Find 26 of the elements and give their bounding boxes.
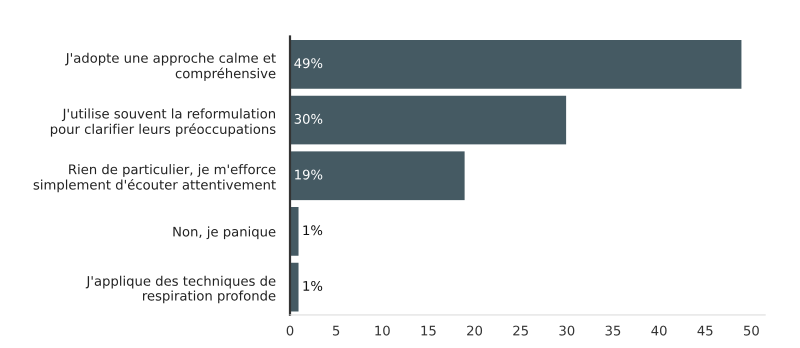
y-tick-label: J'utilise souvent la reformulation pour clarifier leurs préoccupations	[50, 108, 276, 137]
x-tick-label: 45	[697, 326, 712, 336]
x-tick-label: 5	[332, 326, 340, 336]
data-label: 19%	[295, 170, 322, 180]
bar	[290, 94, 568, 146]
x-tick-label: 25	[513, 326, 528, 336]
x-tick-label: 0	[286, 326, 294, 336]
bar	[290, 206, 300, 258]
data-label: 30%	[294, 114, 322, 124]
bar	[290, 150, 466, 202]
y-tick-label: J'applique des techniques de respiration profonde	[86, 276, 276, 304]
y-tick-label: J'adopte une approche calme et compréhensive	[65, 52, 276, 81]
data-label: 1%	[303, 280, 322, 291]
x-tick-label: 10	[375, 326, 390, 336]
x-tick-label: 30	[559, 326, 574, 336]
x-tick-label: 20	[467, 326, 482, 336]
data-label: 1%	[303, 225, 322, 236]
bar	[290, 261, 300, 313]
x-tick-label: 40	[651, 326, 667, 336]
y-tick-label: Rien de particulier, je m'efforce simplement d'écouter attentivement	[34, 164, 276, 192]
y-tick-label: Non, je panique	[173, 226, 276, 240]
x-tick-label: 50	[744, 326, 759, 336]
x-tick-label: 35	[606, 326, 620, 336]
x-tick-label: 15	[421, 326, 436, 336]
data-label: 49%	[294, 58, 322, 68]
bar	[290, 38, 743, 90]
